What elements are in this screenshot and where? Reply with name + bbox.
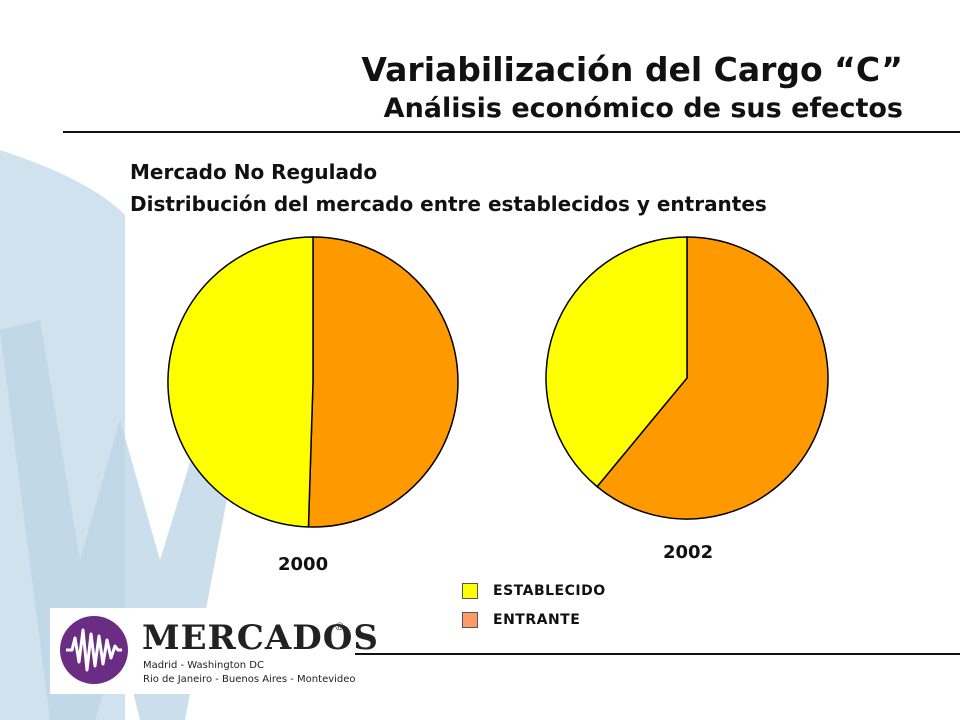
legend-item-establecido: ESTABLECIDO xyxy=(462,580,606,602)
pie-2000-slice-entrante xyxy=(307,236,459,528)
legend-item-entrante: ENTRANTE xyxy=(462,609,606,631)
section-description: Distribución del mercado entre estableci… xyxy=(130,192,767,216)
registered-mark: ® xyxy=(334,620,345,633)
pie-2002-label: 2002 xyxy=(663,542,714,563)
page-title: Variabilización del Cargo “C” xyxy=(361,50,903,89)
section-heading: Mercado No Regulado xyxy=(130,160,378,184)
pie-2002-slice-entrante xyxy=(596,236,829,520)
company-logo: MERCADOS ® Madrid - Washington DC Rio de… xyxy=(50,608,378,694)
chart-legend: ESTABLECIDO ENTRANTE xyxy=(462,580,606,638)
legend-swatch-establecido xyxy=(462,583,478,599)
logo-emblem xyxy=(60,616,128,684)
logo-cities-line1: Madrid - Washington DC xyxy=(143,660,264,671)
legend-swatch-entrante xyxy=(462,612,478,628)
title-divider xyxy=(63,131,960,133)
footer-divider xyxy=(355,653,960,655)
legend-label-entrante: ENTRANTE xyxy=(493,612,581,628)
pie-2000-slice-establecido xyxy=(167,236,314,528)
page-subtitle: Análisis económico de sus efectos xyxy=(383,93,903,124)
pie-2000-label: 2000 xyxy=(278,554,329,575)
waveform-icon xyxy=(66,628,122,672)
logo-cities-line2: Rio de Janeiro - Buenos Aires - Montevid… xyxy=(143,674,356,685)
pie-2002-slice-establecido xyxy=(545,236,688,488)
legend-label-establecido: ESTABLECIDO xyxy=(493,583,606,599)
logo-wordmark: MERCADOS xyxy=(142,618,379,658)
